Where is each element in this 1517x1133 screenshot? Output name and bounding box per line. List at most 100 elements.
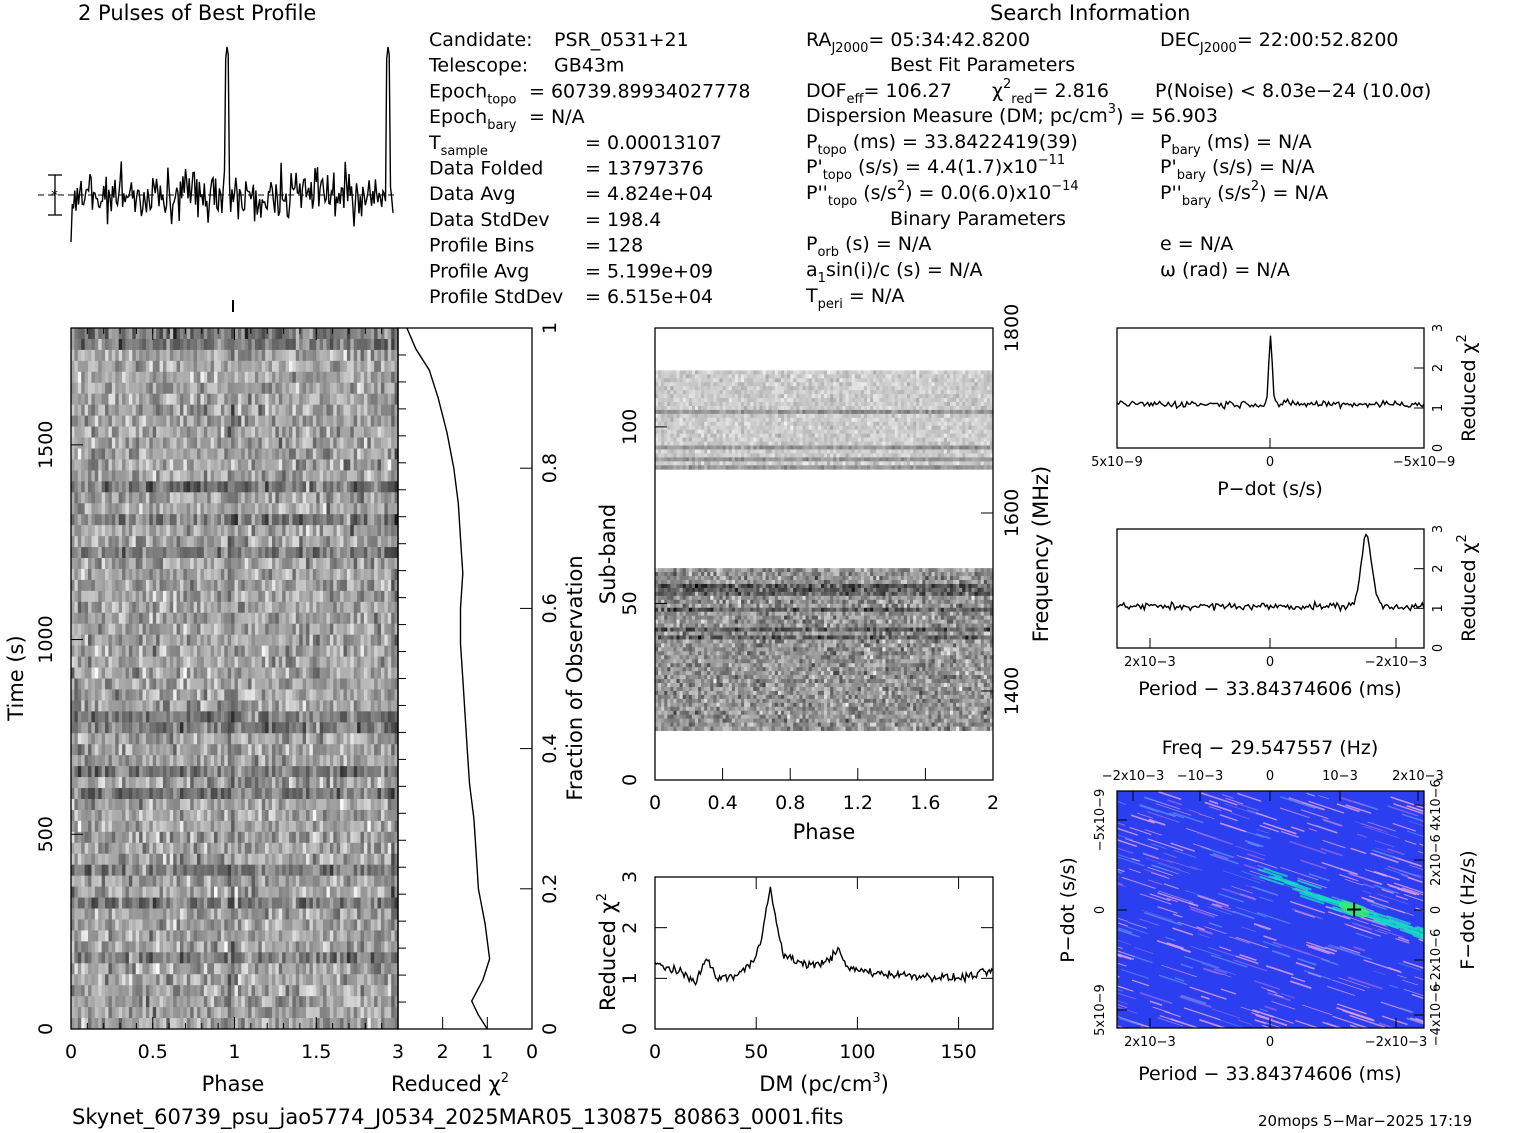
time-phase-cell [377, 404, 382, 417]
time-phase-cell [132, 404, 137, 417]
time-phase-cell [77, 459, 82, 471]
time-phase-cell [77, 744, 82, 756]
time-phase-cell [224, 601, 229, 614]
time-phase-cell [360, 831, 365, 844]
time-phase-cell [105, 328, 109, 340]
time-phase-cell [132, 864, 137, 877]
time-phase-cell [268, 579, 273, 592]
time-phase-cell [173, 568, 177, 581]
time-phase-cell [299, 645, 304, 657]
time-phase-cell [333, 864, 338, 877]
time-phase-cell [81, 831, 86, 844]
time-phase-cell [343, 492, 348, 504]
time-phase-cell [329, 448, 334, 460]
time-phase-cell [115, 601, 120, 614]
time-phase-cell [312, 601, 317, 614]
time-phase-cell [156, 404, 160, 417]
time-phase-cell [306, 853, 310, 866]
time-phase-cell [237, 755, 242, 767]
time-phase-cell [101, 547, 106, 559]
time-phase-cell [176, 536, 181, 548]
time-phase-cell [135, 744, 140, 756]
time-phase-cell [319, 842, 324, 855]
time-phase-cell [323, 777, 327, 789]
time-phase-cell [265, 689, 269, 701]
time-phase-cell [248, 470, 252, 482]
time-phase-cell [193, 744, 198, 756]
time-phase-cell [244, 371, 249, 384]
time-phase-cell [162, 459, 167, 471]
time-phase-cell [340, 733, 344, 745]
time-phase-cell [145, 853, 150, 866]
time-phase-cell [203, 831, 208, 844]
time-phase-cell [261, 338, 266, 351]
time-phase-cell [81, 437, 86, 449]
time-phase-cell [132, 656, 137, 668]
time-phase-cell [180, 711, 184, 723]
time-phase-cell [244, 656, 249, 668]
time-phase-cell [384, 382, 389, 395]
time-phase-cell [282, 820, 286, 833]
time-phase-cell [251, 700, 256, 712]
time-phase-cell [145, 338, 150, 351]
time-phase-cell [186, 437, 191, 449]
time-phase-cell [91, 798, 96, 811]
time-phase-cell [380, 623, 385, 636]
time-phase-cell [159, 788, 164, 800]
time-phase-cell [162, 612, 167, 625]
time-phase-cell [220, 831, 225, 844]
time-phase-cell [275, 612, 280, 625]
time-phase-cell [244, 558, 249, 570]
time-phase-cell [166, 415, 171, 427]
time-phase-cell [105, 777, 109, 789]
time-phase-cell [275, 349, 280, 362]
time-phase-cell [333, 382, 338, 395]
time-phase-cell [186, 404, 191, 417]
time-phase-cell [118, 667, 123, 679]
time-phase-cell [278, 656, 283, 668]
time-phase-cell [159, 393, 164, 406]
time-phase-cell [319, 536, 324, 548]
time-phase-cell [81, 568, 86, 581]
time-phase-cell [162, 448, 167, 460]
time-phase-cell [336, 437, 341, 449]
time-phase-cell [166, 371, 171, 384]
time-phase-cell [316, 601, 321, 614]
time-phase-cell [340, 579, 344, 592]
time-phase-cell [271, 448, 276, 460]
time-phase-cell [261, 459, 266, 471]
time-phase-cell [145, 788, 150, 800]
time-phase-cell [275, 853, 280, 866]
time-phase-cell [237, 360, 242, 373]
time-phase-cell [254, 744, 259, 756]
time-phase-cell [237, 393, 242, 406]
time-phase-cell [346, 766, 351, 778]
time-phase-cell [346, 371, 351, 384]
time-phase-cell [115, 809, 120, 822]
time-phase-cell [285, 328, 290, 340]
time-phase-cell [261, 777, 266, 789]
time-phase-cell [128, 711, 133, 723]
time-phase-cell [326, 875, 331, 888]
time-phase-cell [224, 798, 229, 811]
time-phase-cell [91, 777, 96, 789]
time-phase-cell [384, 831, 389, 844]
time-phase-cell [132, 382, 137, 395]
time-phase-cell [316, 853, 321, 866]
time-phase-cell [254, 777, 259, 789]
time-phase-cell [370, 788, 375, 800]
time-phase-cell [214, 536, 218, 548]
time-phase-cell [207, 503, 212, 515]
time-phase-cell [299, 579, 304, 592]
time-phase-cell [306, 689, 310, 701]
time-phase-cell [159, 328, 164, 340]
time-phase-cell [248, 711, 252, 723]
time-phase-cell [156, 667, 160, 679]
time-phase-cell [326, 459, 331, 471]
time-phase-cell [180, 645, 184, 657]
time-phase-cell [326, 481, 331, 493]
time-phase-cell [115, 360, 120, 373]
time-phase-cell [156, 470, 160, 482]
time-phase-cell [309, 798, 314, 811]
time-phase-cell [360, 590, 365, 603]
